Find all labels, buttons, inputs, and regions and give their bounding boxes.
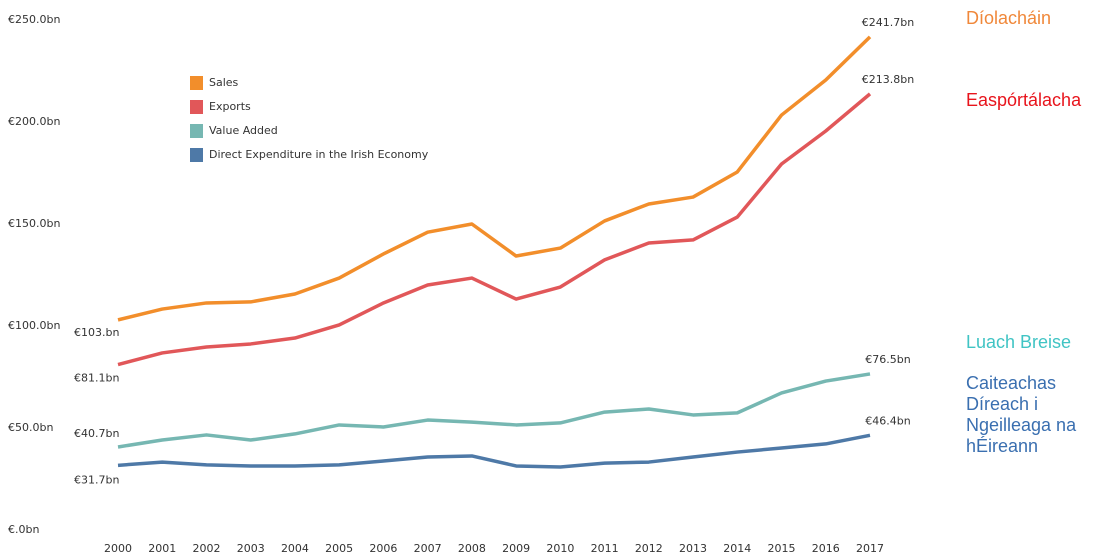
y-tick-label: €200.0bn [8, 115, 60, 128]
line-series [117, 372, 871, 449]
data-label: €46.4bn [865, 414, 910, 427]
y-tick-label: €50.0bn [8, 421, 53, 434]
x-tick-label: 2009 [502, 542, 530, 555]
legend-swatch [190, 100, 203, 114]
x-tick-label: 2002 [192, 542, 220, 555]
x-tick-label: 2016 [812, 542, 840, 555]
data-label: €31.7bn [74, 473, 119, 486]
data-label: €103.bn [74, 326, 119, 339]
annotation: Easpórtálacha [966, 90, 1082, 110]
data-label: €81.1bn [74, 372, 119, 385]
x-tick-label: 2011 [591, 542, 619, 555]
line-series [117, 92, 872, 367]
x-tick-label: 2015 [768, 542, 796, 555]
x-tick-label: 2017 [856, 542, 884, 555]
annotation: Díolacháin [966, 8, 1052, 28]
x-tick-label: 2013 [679, 542, 707, 555]
x-tick-label: 2003 [237, 542, 265, 555]
y-tick-label: €250.0bn [8, 13, 60, 26]
x-tick-label: 2008 [458, 542, 486, 555]
legend-swatch [190, 124, 203, 138]
legend-label: Sales [209, 76, 239, 89]
x-tick-label: 2005 [325, 542, 353, 555]
legend-label: Exports [209, 100, 251, 113]
y-tick-label: €150.0bn [8, 217, 60, 230]
data-label: €241.7bn [862, 16, 914, 29]
x-tick-label: 2014 [723, 542, 751, 555]
x-tick-label: 2004 [281, 542, 309, 555]
x-tick-label: 2007 [414, 542, 442, 555]
line-series [117, 35, 872, 322]
x-tick-label: 2010 [546, 542, 574, 555]
line-series [117, 433, 871, 469]
annotation: Caiteachas Díreach i Ngeilleaga na hÉire… [966, 373, 1077, 456]
legend-swatch [190, 76, 203, 90]
data-label: €213.8bn [862, 73, 914, 86]
annotation: Luach Breise [966, 332, 1072, 352]
x-tick-label: 2006 [369, 542, 397, 555]
y-tick-label: €100.0bn [8, 319, 60, 332]
x-tick-label: 2001 [148, 542, 176, 555]
legend-swatch [190, 148, 203, 162]
y-tick-label: €.0bn [8, 523, 39, 536]
data-label: €40.7bn [74, 427, 119, 440]
x-tick-label: 2012 [635, 542, 663, 555]
legend-label: Direct Expenditure in the Irish Economy [209, 148, 429, 161]
legend-label: Value Added [209, 124, 278, 137]
x-tick-label: 2000 [104, 542, 132, 555]
data-label: €76.5bn [865, 353, 910, 366]
